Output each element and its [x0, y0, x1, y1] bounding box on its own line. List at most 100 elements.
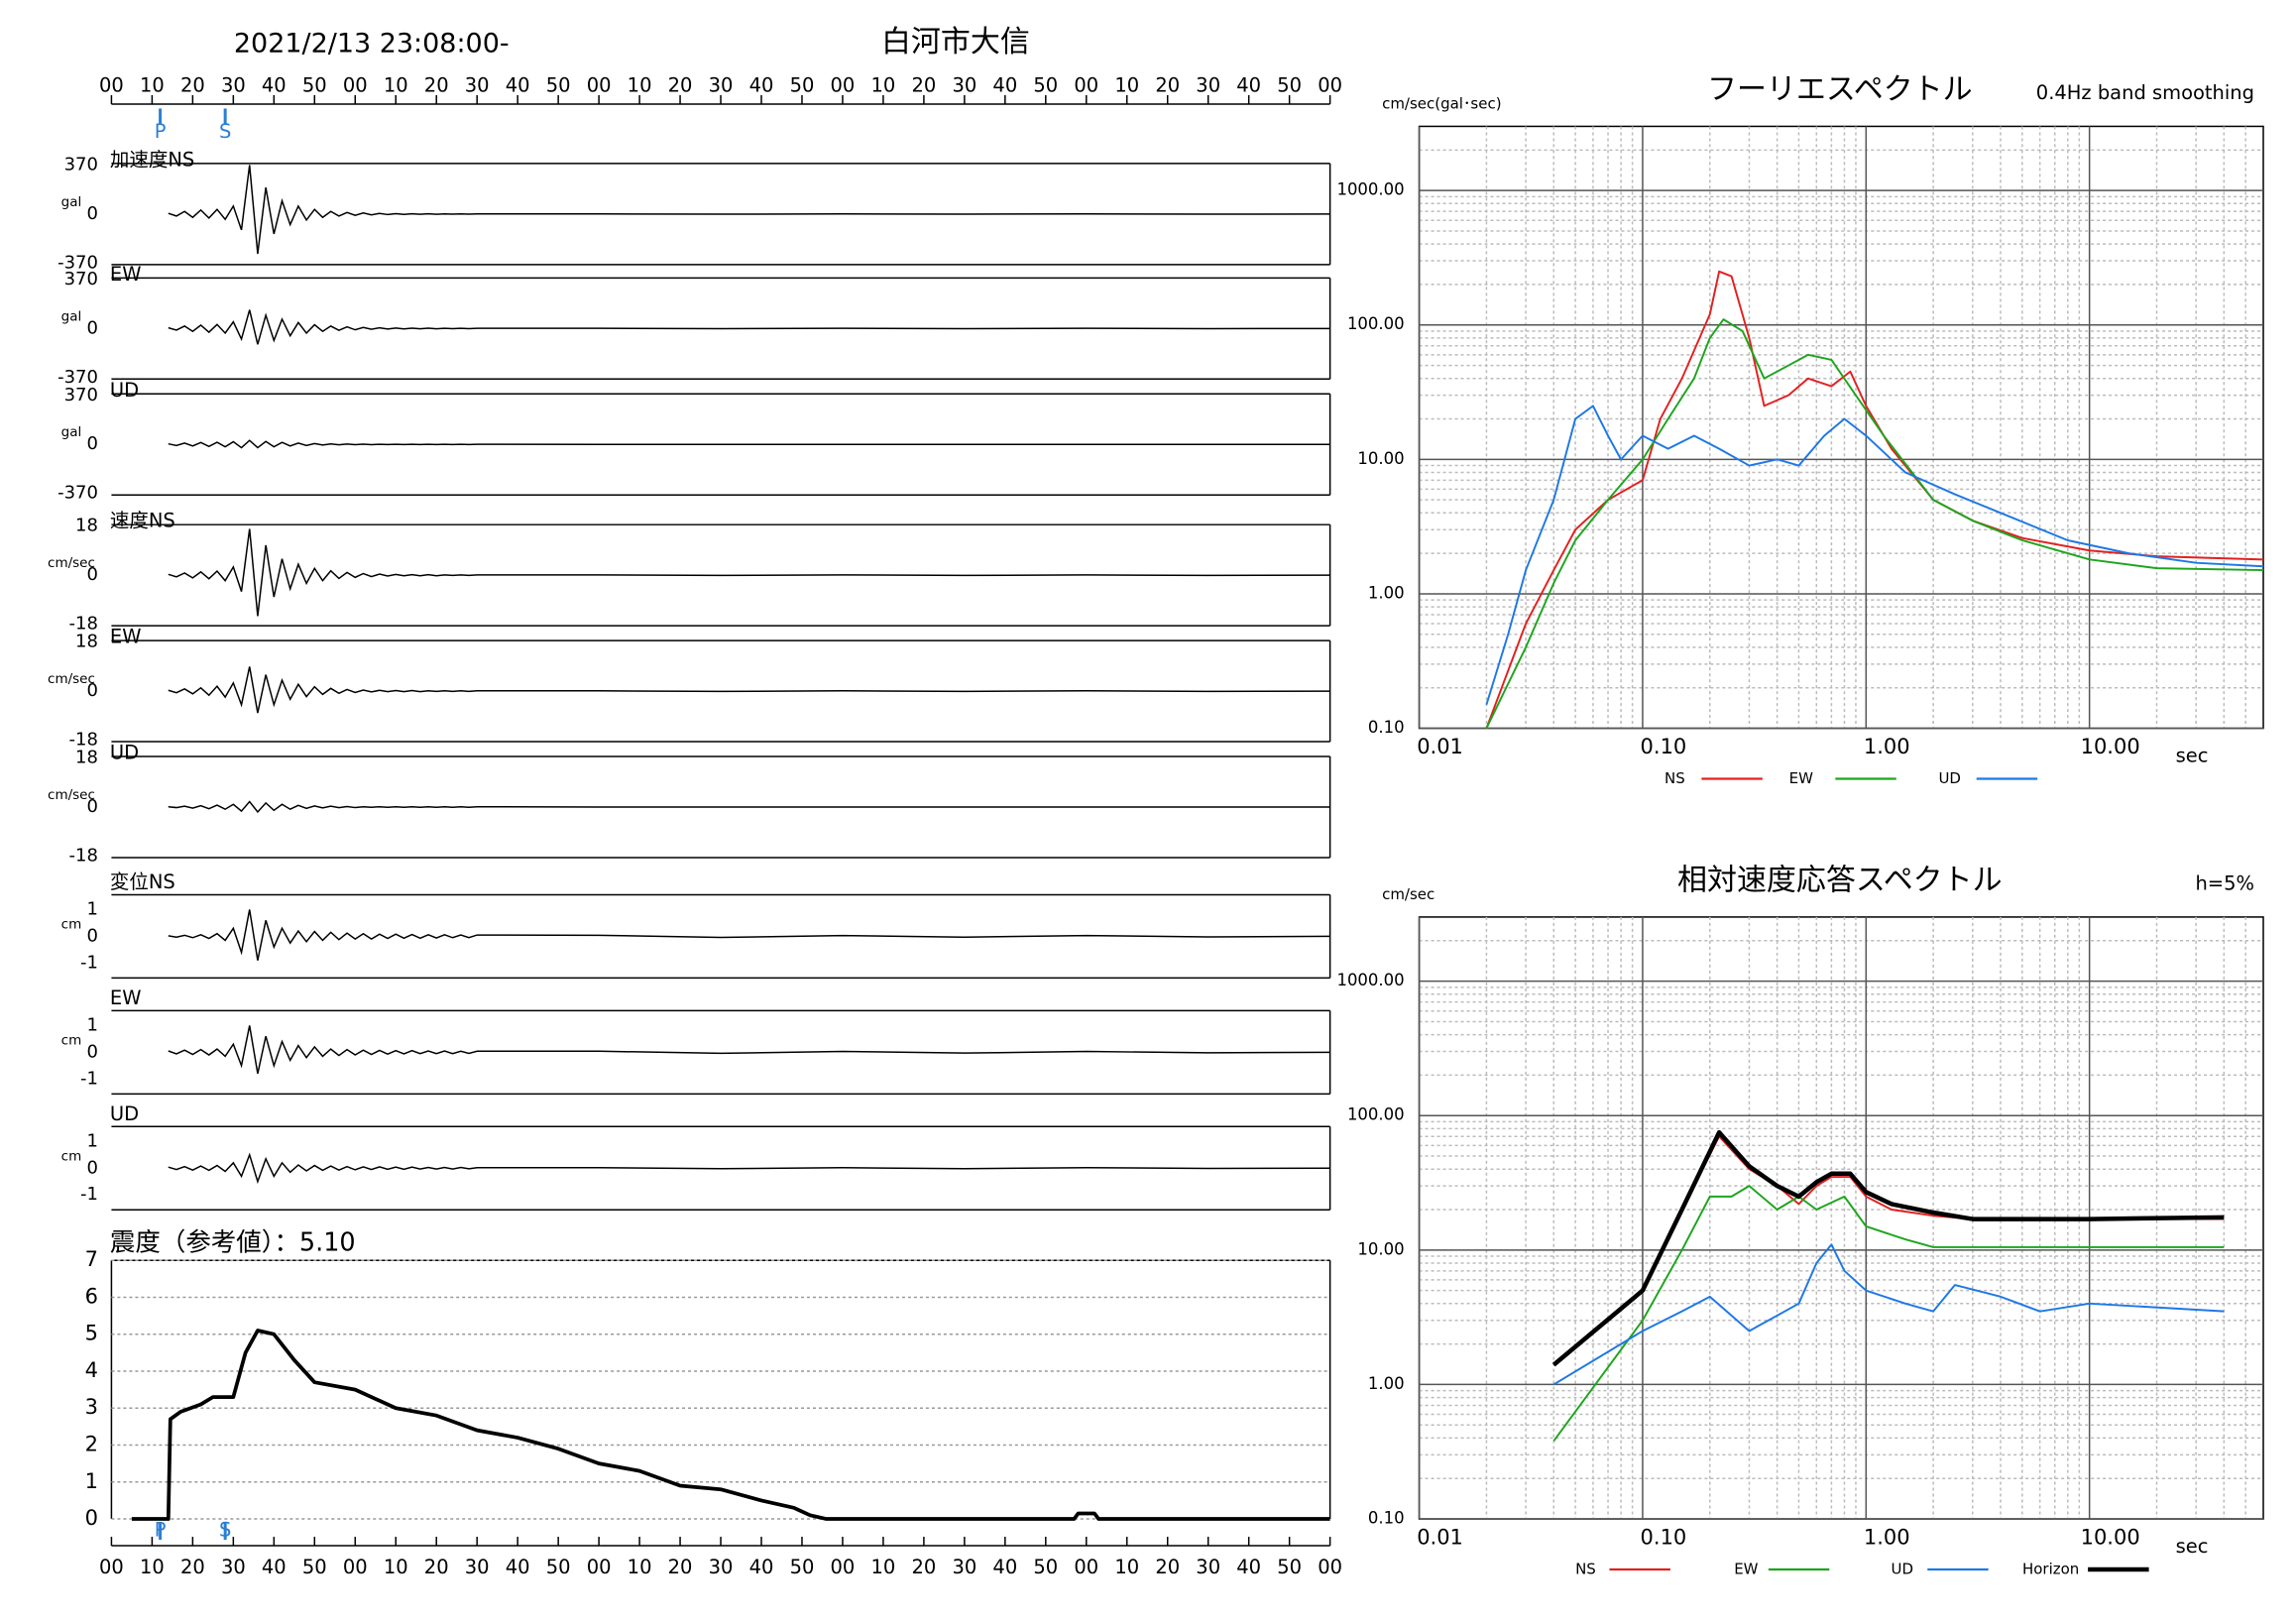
- time-tick-label: 20: [1155, 73, 1180, 96]
- legend-label: EW: [1734, 1561, 1758, 1578]
- y-tick-label: 6: [85, 1284, 98, 1308]
- time-tick-label: 40: [506, 1556, 530, 1578]
- legend-label: NS: [1575, 1561, 1596, 1578]
- waveform-trace: [168, 528, 1330, 617]
- y-tick-label: 2: [85, 1433, 98, 1456]
- y-tick-label: 0: [86, 1157, 97, 1178]
- time-tick-label: 00: [1318, 1556, 1342, 1578]
- y-tick-label: 0: [86, 796, 97, 817]
- time-tick-label: 00: [99, 73, 124, 96]
- y-tick-label: 1: [86, 1014, 97, 1035]
- y-tick-label: 370: [64, 385, 98, 406]
- time-tick-label: 20: [424, 1556, 449, 1578]
- waveform-trace: [168, 165, 1330, 255]
- y-tick-label: 0.10: [1368, 1509, 1405, 1528]
- time-tick-label: 10: [1114, 73, 1139, 96]
- waveform-trace: [168, 909, 1330, 961]
- time-tick-label: 20: [180, 73, 205, 96]
- y-tick-label: 370: [64, 269, 98, 290]
- y-tick-label: 370: [64, 154, 98, 174]
- y-tick-label: -370: [57, 483, 98, 504]
- time-tick-label: 50: [1033, 1556, 1058, 1578]
- time-tick-label: 50: [302, 1556, 327, 1578]
- y-tick-label: 7: [85, 1247, 98, 1271]
- y-tick-label: -18: [69, 614, 98, 635]
- y-tick-label: 0: [86, 564, 97, 585]
- chart-title: フーリエスペクトル: [1707, 72, 1973, 107]
- time-tick-label: 10: [871, 1556, 896, 1578]
- plot-frame: [1418, 125, 2264, 730]
- panel-label: 速度NS: [110, 510, 175, 532]
- y-tick-label: 3: [85, 1395, 98, 1419]
- time-tick-label: 50: [790, 1556, 815, 1578]
- legend-label: NS: [1665, 769, 1685, 787]
- panel-label: EW: [110, 986, 142, 1009]
- y-tick-label: 100.00: [1347, 1105, 1405, 1124]
- panel-unit: cm/sec: [48, 671, 95, 687]
- panel-label: EW: [110, 626, 142, 648]
- y-axis-label: cm/sec: [1382, 885, 1435, 903]
- waveform-trace: [168, 1025, 1330, 1075]
- legend-label: Horizon: [2022, 1561, 2079, 1578]
- time-tick-label: 00: [99, 1556, 124, 1578]
- time-tick-label: 00: [831, 1556, 856, 1578]
- x-tick-label: 0.10: [1641, 735, 1687, 758]
- panel-label: UD: [110, 1102, 139, 1125]
- y-tick-label: 0.10: [1368, 718, 1405, 737]
- time-tick-label: 30: [221, 1556, 246, 1578]
- y-tick-label: 4: [85, 1358, 98, 1382]
- time-tick-label: 00: [1074, 1556, 1098, 1578]
- panel-label: UD: [110, 742, 139, 764]
- panel-unit: gal: [61, 308, 82, 324]
- time-tick-label: 40: [262, 73, 287, 96]
- y-tick-label: 18: [75, 516, 98, 536]
- panel-label: EW: [110, 263, 142, 286]
- legend-label: UD: [1891, 1561, 1913, 1578]
- time-tick-label: 00: [1074, 73, 1098, 96]
- panel-label: 変位NS: [110, 870, 175, 893]
- series-line: [1551, 1129, 2225, 1367]
- panel-label: UD: [110, 379, 139, 402]
- x-axis-label: sec: [2176, 1535, 2209, 1558]
- time-tick-label: 10: [140, 73, 165, 96]
- time-tick-label: 40: [1236, 1556, 1261, 1578]
- series-line: [131, 1329, 1330, 1521]
- time-tick-label: 30: [709, 73, 734, 96]
- x-tick-label: 0.10: [1641, 1526, 1687, 1550]
- panel-unit: cm: [61, 1148, 82, 1164]
- y-tick-label: 1.00: [1368, 583, 1405, 602]
- time-tick-label: 00: [831, 73, 856, 96]
- waveform-trace: [168, 309, 1330, 345]
- time-tick-label: 10: [384, 73, 408, 96]
- time-tick-label: 50: [790, 73, 815, 96]
- panel-unit: gal: [61, 194, 82, 210]
- time-tick-label: 10: [628, 1556, 652, 1578]
- y-tick-label: -370: [57, 367, 98, 388]
- y-tick-label: -18: [69, 845, 98, 866]
- y-tick-label: 10.00: [1357, 1239, 1404, 1258]
- y-tick-label: 1: [86, 898, 97, 919]
- station: 白河市大信: [881, 25, 1030, 59]
- time-tick-label: 10: [871, 73, 896, 96]
- y-tick-label: 1: [86, 1130, 97, 1151]
- time-tick-label: 20: [912, 73, 937, 96]
- time-tick-label: 40: [992, 73, 1017, 96]
- time-tick-label: 20: [668, 73, 693, 96]
- time-tick-label: 00: [1318, 73, 1342, 96]
- phase-label: S: [219, 1519, 231, 1542]
- time-tick-label: 30: [709, 1556, 734, 1578]
- series-line: [1485, 405, 2264, 705]
- series-line: [1485, 318, 2264, 729]
- time-tick-label: 30: [221, 73, 246, 96]
- chart-title: 相対速度応答スペクトル: [1677, 863, 2003, 897]
- y-tick-label: 100.00: [1347, 314, 1405, 333]
- panel-unit: cm/sec: [48, 787, 95, 803]
- y-tick-label: 0: [86, 317, 97, 338]
- time-tick-label: 40: [749, 1556, 774, 1578]
- y-tick-label: 0: [86, 1041, 97, 1062]
- y-tick-label: 1000.00: [1336, 971, 1404, 989]
- x-tick-label: 1.00: [1864, 1526, 1910, 1550]
- time-tick-label: 40: [992, 1556, 1017, 1578]
- x-tick-label: 10.00: [2081, 1526, 2140, 1550]
